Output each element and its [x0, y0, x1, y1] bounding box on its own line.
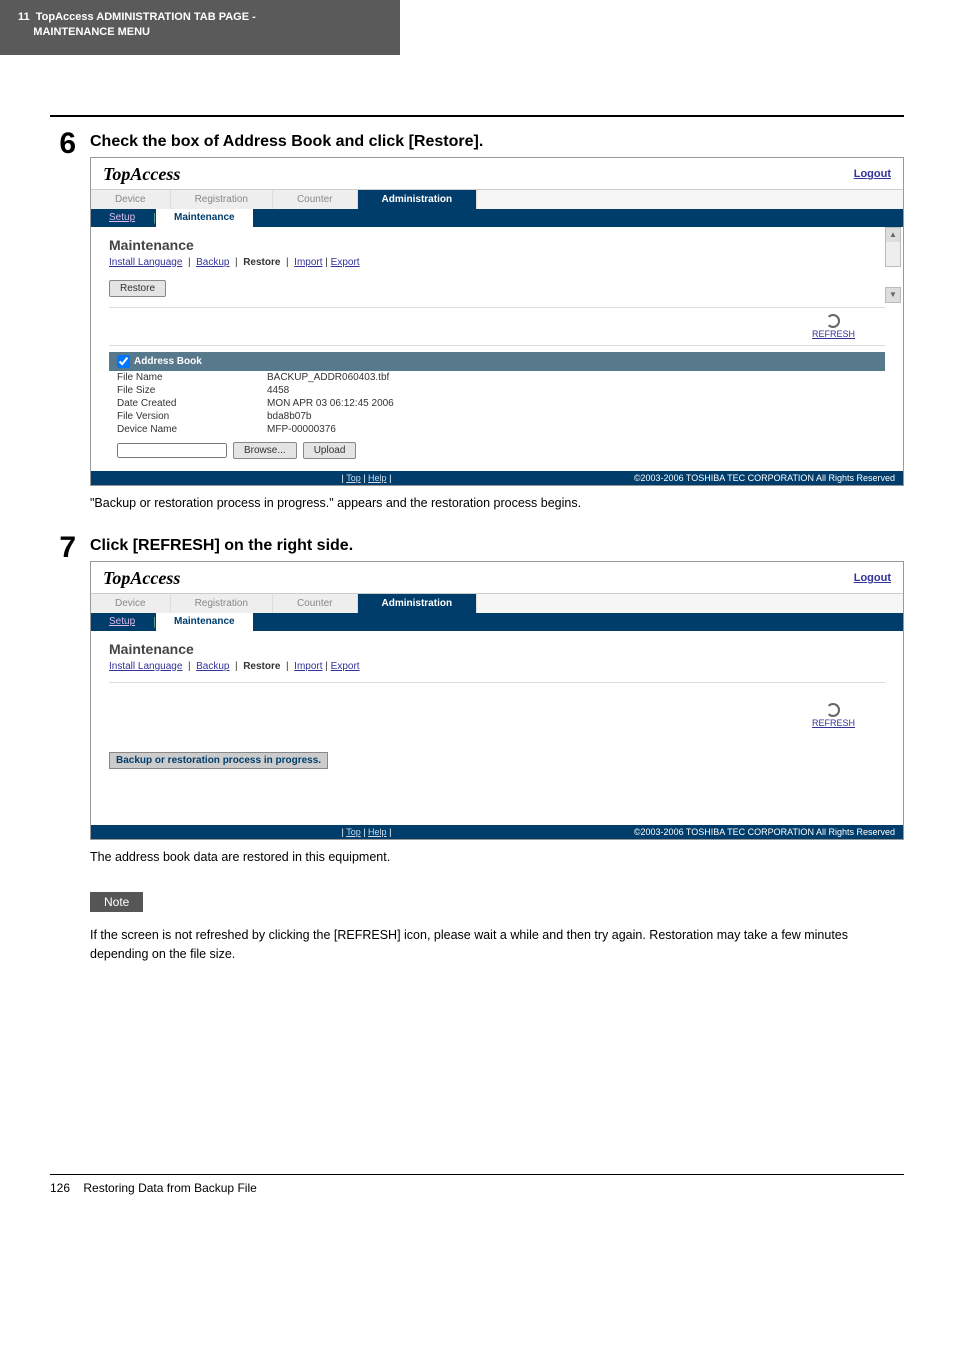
step-7-result: The address book data are restored in th… [90, 848, 904, 867]
row-date: Date CreatedMON APR 03 06:12:45 2006 [109, 397, 885, 410]
screenshot-7: TopAccess Logout Device Registration Cou… [90, 561, 904, 840]
chapter-title: TopAccess ADMINISTRATION TAB PAGE - [36, 11, 256, 23]
row-filesize: File Size4458 [109, 384, 885, 397]
logout-link[interactable]: Logout [854, 572, 891, 584]
scrollbar-down-icon[interactable]: ▼ [885, 287, 901, 303]
tab-counter[interactable]: Counter [273, 594, 358, 613]
footer-title: Restoring Data from Backup File [83, 1181, 256, 1195]
tab-device[interactable]: Device [91, 594, 171, 613]
page-header: 11 TopAccess ADMINISTRATION TAB PAGE - M… [0, 0, 400, 55]
refresh-label: REFRESH [812, 329, 855, 339]
chapter-subtitle: MAINTENANCE MENU [33, 26, 150, 38]
step-7: 7 Click [REFRESH] on the right side. Top… [50, 533, 904, 974]
upload-button[interactable]: Upload [303, 442, 357, 459]
breadcrumb: Install Language | Backup | Restore | Im… [109, 661, 885, 672]
note-label: Note [90, 892, 143, 912]
refresh-icon [826, 703, 840, 717]
footer-help-link[interactable]: Help [368, 827, 387, 837]
subtab-setup[interactable]: Setup [91, 209, 153, 227]
step-title: Click [REFRESH] on the right side. [90, 537, 904, 555]
footer-top-link[interactable]: Top [346, 473, 361, 483]
app-logo: TopAccess [103, 164, 180, 185]
footer-top-link[interactable]: Top [346, 827, 361, 837]
subtab-maintenance[interactable]: Maintenance [156, 613, 253, 631]
refresh-label: REFRESH [812, 718, 855, 728]
logout-link[interactable]: Logout [854, 168, 891, 180]
tab-registration[interactable]: Registration [171, 190, 273, 209]
crumb-backup[interactable]: Backup [196, 257, 229, 268]
crumb-export[interactable]: Export [331, 257, 360, 268]
refresh-icon [826, 314, 840, 328]
divider [50, 115, 904, 117]
section-heading: Maintenance [109, 237, 885, 253]
subtab-setup[interactable]: Setup [91, 613, 153, 631]
tab-administration[interactable]: Administration [358, 190, 478, 209]
tab-administration[interactable]: Administration [358, 594, 478, 613]
tab-registration[interactable]: Registration [171, 594, 273, 613]
crumb-restore: Restore [243, 257, 280, 268]
main-tabs: Device Registration Counter Administrati… [91, 593, 903, 613]
crumb-import[interactable]: Import [294, 257, 322, 268]
step-6-result: "Backup or restoration process in progre… [90, 494, 904, 513]
row-version: File Versionbda8b07b [109, 410, 885, 423]
copyright-text: ©2003-2006 TOSHIBA TEC CORPORATION All R… [634, 827, 895, 837]
file-path-input[interactable] [117, 443, 227, 458]
crumb-export[interactable]: Export [331, 661, 360, 672]
section-heading: Maintenance [109, 641, 885, 657]
screenshot-6: TopAccess Logout Device Registration Cou… [90, 157, 904, 486]
sub-tabs: Setup | Maintenance [91, 209, 903, 227]
copyright-text: ©2003-2006 TOSHIBA TEC CORPORATION All R… [634, 473, 895, 483]
app-logo: TopAccess [103, 568, 180, 589]
scrollbar-up-icon[interactable]: ▲ [885, 227, 901, 267]
screenshot-footer: | Top | Help | ©2003-2006 TOSHIBA TEC CO… [91, 471, 903, 485]
step-number: 6 [50, 129, 76, 159]
step-title: Check the box of Address Book and click … [90, 133, 904, 151]
crumb-backup[interactable]: Backup [196, 661, 229, 672]
restore-button[interactable]: Restore [109, 280, 166, 297]
breadcrumb: Install Language | Backup | Restore | Im… [109, 257, 885, 268]
crumb-restore: Restore [243, 661, 280, 672]
subtab-maintenance[interactable]: Maintenance [156, 209, 253, 227]
step-number: 7 [50, 533, 76, 563]
status-message: Backup or restoration process in progres… [109, 752, 328, 769]
tab-counter[interactable]: Counter [273, 190, 358, 209]
footer-help-link[interactable]: Help [368, 473, 387, 483]
crumb-install-language[interactable]: Install Language [109, 257, 182, 268]
main-tabs: Device Registration Counter Administrati… [91, 189, 903, 209]
row-device: Device NameMFP-00000376 [109, 423, 885, 436]
tab-device[interactable]: Device [91, 190, 171, 209]
page-footer: 126 Restoring Data from Backup File [50, 1174, 904, 1195]
address-book-checkbox[interactable] [117, 355, 130, 368]
crumb-import[interactable]: Import [294, 661, 322, 672]
screenshot-footer: | Top | Help | ©2003-2006 TOSHIBA TEC CO… [91, 825, 903, 839]
refresh-link[interactable]: REFRESH [812, 314, 855, 339]
row-filename: File NameBACKUP_ADDR060403.tbf [109, 371, 885, 384]
browse-button[interactable]: Browse... [233, 442, 297, 459]
section-label: Address Book [134, 356, 202, 367]
page-number: 126 [50, 1181, 70, 1195]
chapter-number: 11 [18, 11, 30, 23]
crumb-install-language[interactable]: Install Language [109, 661, 182, 672]
refresh-link[interactable]: REFRESH [812, 703, 855, 728]
sub-tabs: Setup | Maintenance [91, 613, 903, 631]
step-6: 6 Check the box of Address Book and clic… [50, 129, 904, 523]
note-text: If the screen is not refreshed by clicki… [90, 926, 904, 964]
address-book-section: Address Book [109, 352, 885, 371]
